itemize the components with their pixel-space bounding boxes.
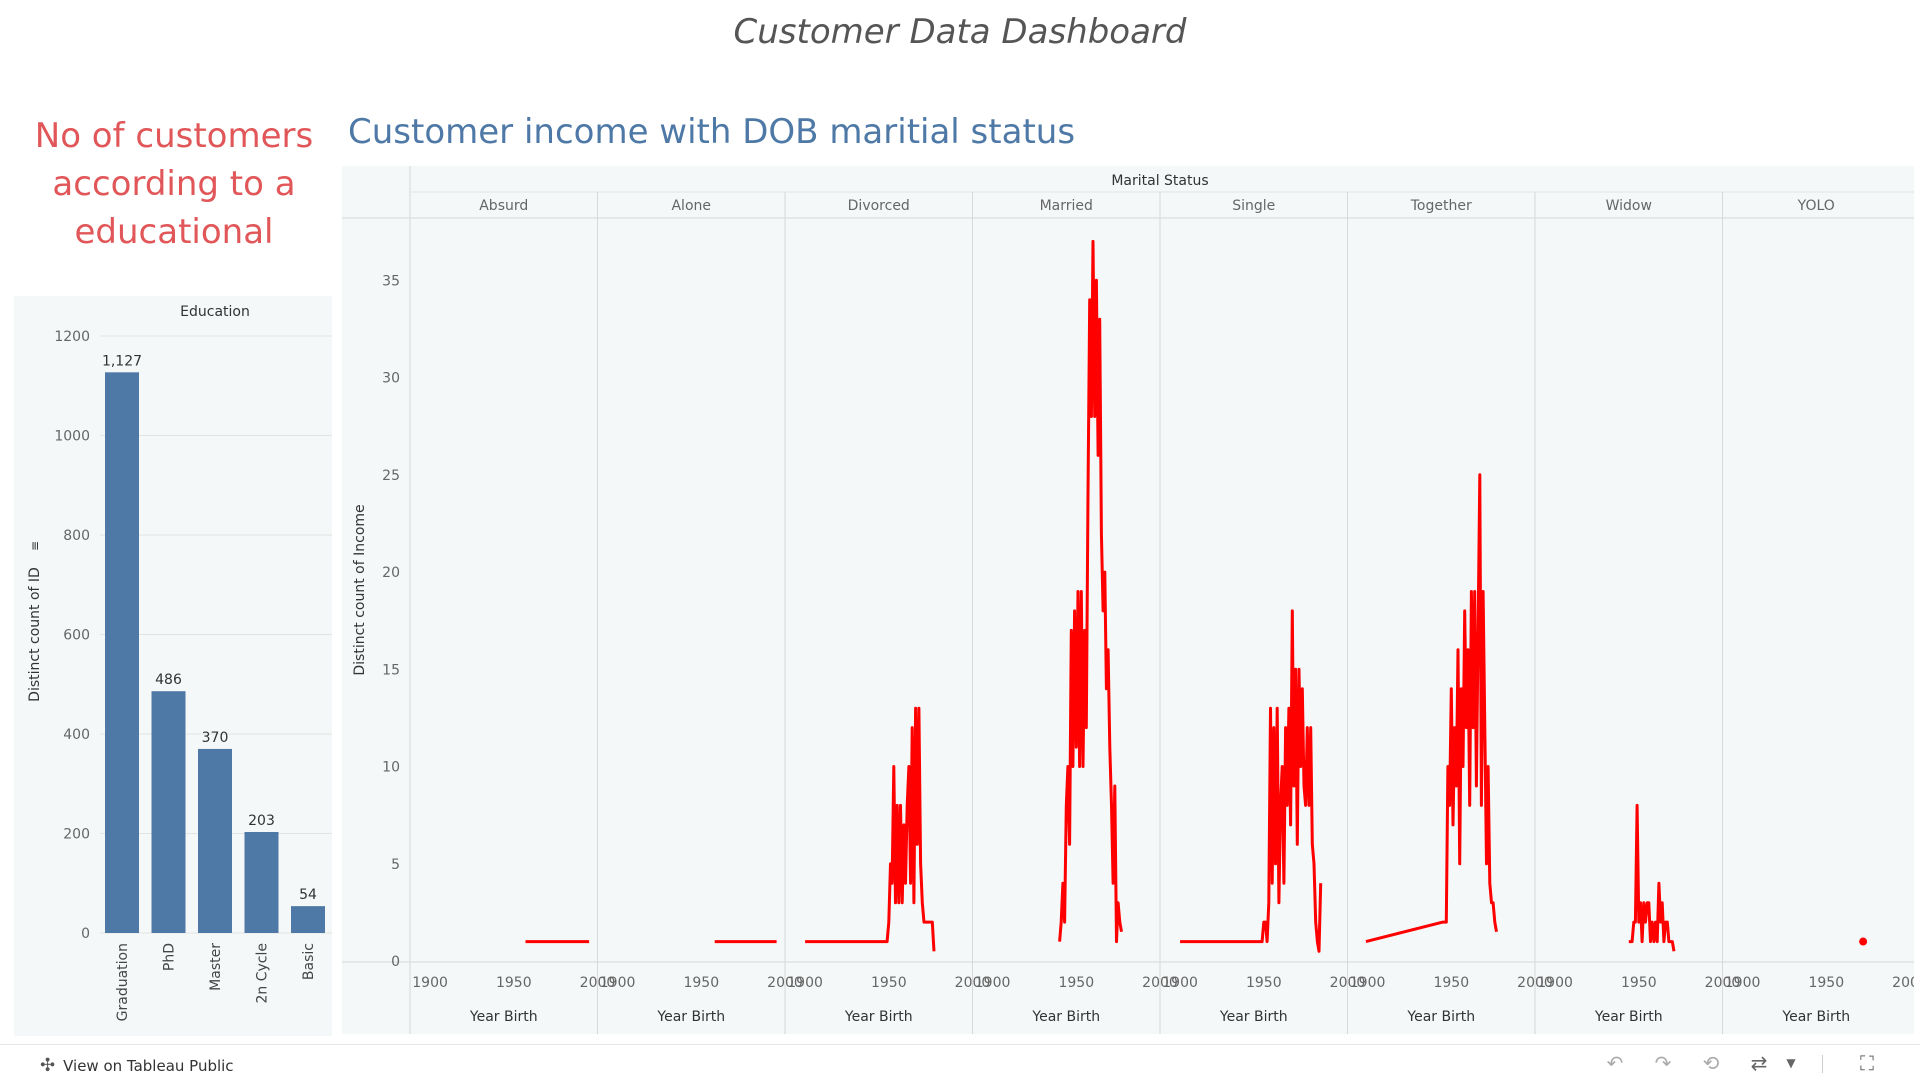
education-chart-title: No of customers according to a education… [34, 116, 314, 252]
y-tick-label: 0 [391, 954, 400, 970]
bar-2n-cycle [244, 832, 279, 933]
series-line-married [1058, 239, 1123, 944]
x-tick-label: Graduation [115, 943, 131, 1021]
x-axis-label: Year Birth [656, 1009, 725, 1025]
view-on-tableau-public-label: View on Tableau Public [63, 1056, 234, 1075]
panel-header-together: Together [1410, 198, 1472, 214]
toolbar-divider [1822, 1055, 1823, 1073]
y-tick-label: 15 [382, 662, 400, 678]
y-tick-label: 20 [382, 565, 400, 581]
panel-header-divorced: Divorced [848, 198, 910, 214]
tableau-footer: ✣ View on Tableau Public ↶ ↷ ⟲ ⇄ ▼ ⛶ [0, 1044, 1920, 1081]
series-line-single [1180, 609, 1323, 953]
bar-phd [151, 691, 186, 933]
x-axis-label: Year Birth [1781, 1009, 1850, 1025]
fullscreen-icon[interactable]: ⛶ [1860, 1051, 1874, 1075]
x-tick-label: 1900 [1537, 975, 1573, 991]
sort-icon: ≡ [28, 541, 42, 551]
panel-header-yolo: YOLO [1797, 198, 1835, 214]
x-tick-label: 2n Cycle [255, 943, 271, 1004]
x-tick-label: 1900 [1725, 975, 1761, 991]
y-tick-label: 600 [63, 628, 90, 644]
x-tick-label: Basic [301, 943, 317, 980]
panel-header-single: Single [1232, 198, 1275, 214]
income-line-chart[interactable]: Marital Status 0 5 10 15 20 25 30 35 Distinct cou… [342, 166, 1914, 1034]
view-on-tableau-public-link[interactable]: ✣ View on Tableau Public [40, 1055, 234, 1076]
y-tick-label: 800 [63, 528, 90, 544]
x-tick-label: 1950 [1246, 975, 1282, 991]
x-tick-label: 1900 [412, 975, 448, 991]
y-tick-label: 0 [81, 926, 90, 942]
x-tick-label: 1900 [975, 975, 1011, 991]
y-tick-label: 1000 [54, 429, 90, 445]
bar-basic [291, 906, 325, 933]
series-line-divorced [805, 706, 936, 952]
bar-value-label: 54 [299, 887, 317, 903]
y-tick-label: 35 [382, 273, 400, 289]
dropdown-icon[interactable]: ▼ [1786, 1056, 1796, 1070]
x-tick-label: 1950 [683, 975, 719, 991]
bar-value-label: 203 [248, 813, 275, 829]
y-axis-label: Distinct count of ID [27, 567, 43, 702]
x-tick-label: 1950 [1058, 975, 1094, 991]
x-tick-label: Master [208, 943, 224, 991]
x-axis-label: Year Birth [844, 1009, 913, 1025]
panel-header-married: Married [1040, 198, 1093, 214]
series-line-together [1365, 473, 1498, 944]
undo-icon[interactable]: ↶ [1606, 1051, 1624, 1075]
x-axis-label: Year Birth [469, 1009, 538, 1025]
x-tick-label: 1900 [600, 975, 636, 991]
share-icon[interactable]: ⇄ [1750, 1051, 1768, 1075]
panel-header-widow: Widow [1606, 198, 1652, 214]
y-axis-label: Distinct count of Income [352, 504, 368, 675]
panel-header-alone: Alone [671, 198, 711, 214]
y-tick-label: 25 [382, 468, 400, 484]
x-tick-label: 1950 [1433, 975, 1469, 991]
bar-value-label: 486 [155, 672, 182, 688]
y-tick-label: 400 [63, 727, 90, 743]
dashboard-title: Customer Data Dashboard [733, 12, 1187, 52]
redo-icon[interactable]: ↷ [1654, 1051, 1672, 1075]
x-axis-label: Year Birth [1406, 1009, 1475, 1025]
bar-value-label: 370 [202, 730, 229, 746]
income-chart-title: Customer income with DOB maritial status [348, 112, 1076, 152]
chart-panel-background [342, 166, 1914, 1034]
revert-icon[interactable]: ⟲ [1702, 1051, 1720, 1075]
column-header: Education [180, 304, 250, 320]
x-tick-label: PhD [162, 943, 178, 971]
x-tick-label: 2000 [1892, 975, 1914, 991]
x-tick-label: 1900 [1350, 975, 1386, 991]
x-axis-label: Year Birth [1031, 1009, 1100, 1025]
tableau-logo-icon: ✣ [40, 1055, 56, 1076]
y-tick-label: 200 [63, 827, 90, 843]
bar-graduation [105, 372, 139, 933]
x-tick-label: 1900 [1162, 975, 1198, 991]
bar-value-label: 1,127 [102, 353, 142, 369]
panel-header-absurd: Absurd [479, 198, 528, 214]
y-tick-label: 1200 [54, 329, 90, 345]
x-tick-label: 1950 [496, 975, 532, 991]
facet-header: Marital Status [1111, 173, 1208, 189]
y-tick-label: 10 [382, 760, 400, 776]
y-tick-label: 5 [391, 857, 400, 873]
x-tick-label: 1950 [1808, 975, 1844, 991]
series-line-widow [1628, 803, 1676, 952]
x-tick-label: 1900 [787, 975, 823, 991]
x-axis-label: Year Birth [1219, 1009, 1288, 1025]
bar-master [198, 748, 232, 933]
x-tick-label: 1950 [871, 975, 907, 991]
x-tick-label: 1950 [1621, 975, 1657, 991]
education-bar-chart[interactable]: Education 0 200 400 600 800 1000 1200 Distinct c… [14, 296, 332, 1036]
x-axis-label: Year Birth [1594, 1009, 1663, 1025]
data-point-yolo [1859, 937, 1868, 946]
y-tick-label: 30 [382, 371, 400, 387]
